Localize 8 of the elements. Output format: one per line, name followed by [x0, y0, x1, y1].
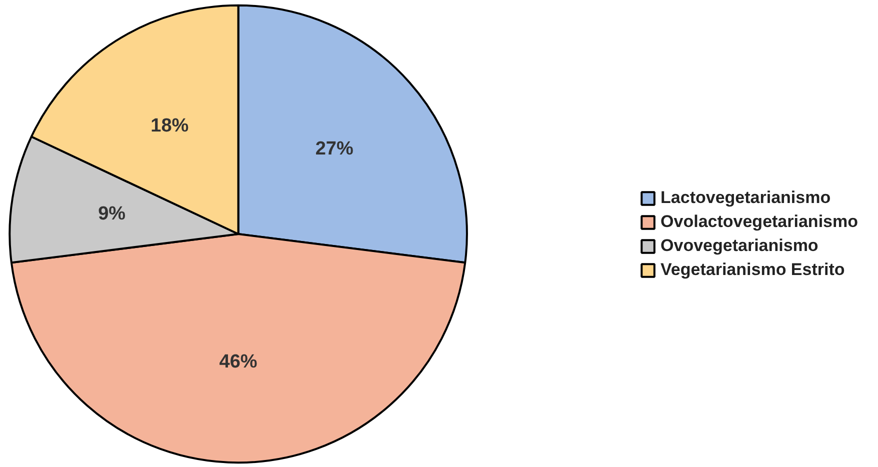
- data-label: 46%: [219, 352, 258, 373]
- legend-label: Lactovegetarianismo: [660, 188, 831, 208]
- legend-label: Vegetarianismo Estrito: [660, 260, 845, 280]
- legend-label: Ovolactovegetarianismo: [660, 212, 858, 232]
- data-label: 18%: [150, 115, 189, 136]
- legend-label: Ovovegetarianismo: [660, 236, 818, 256]
- data-label: 27%: [315, 138, 354, 160]
- data-label: 9%: [98, 203, 126, 224]
